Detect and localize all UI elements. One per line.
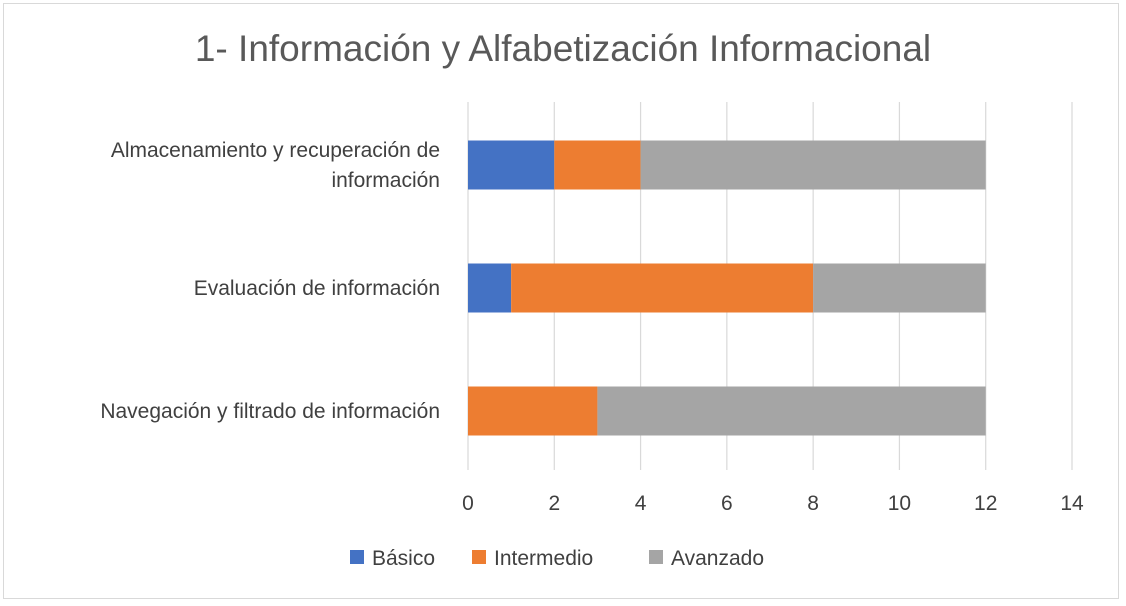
x-tick-label: 6	[721, 492, 733, 515]
bar-segment	[640, 140, 986, 190]
legend-swatch	[350, 550, 364, 564]
bar-segment	[813, 263, 986, 313]
x-tick-label: 10	[888, 492, 911, 515]
category-labels: Almacenamiento y recuperación de informac…	[100, 139, 440, 423]
bar-segment	[554, 140, 641, 190]
bar-segment	[468, 263, 512, 313]
bar-segment	[511, 263, 814, 313]
x-tick-label: 12	[974, 492, 997, 515]
bar-segment	[468, 386, 598, 436]
category-label: Almacenamiento y recuperación de	[111, 139, 440, 162]
legend-swatch	[472, 550, 486, 564]
legend-label: Avanzado	[671, 547, 764, 570]
x-tick-label: 8	[807, 492, 819, 515]
x-tick-labels: 0 2 4 6 8 10 12 14	[462, 492, 1084, 515]
legend-label: Básico	[372, 547, 435, 570]
legend-label: Intermedio	[494, 547, 593, 570]
legend: Básico Intermedio Avanzado	[350, 547, 764, 570]
x-tick-label: 2	[548, 492, 560, 515]
legend-swatch	[649, 550, 663, 564]
category-label: información	[331, 169, 440, 192]
category-label: Evaluación de información	[194, 277, 440, 300]
bars	[468, 140, 986, 436]
x-tick-label: 0	[462, 492, 474, 515]
x-tick-label: 14	[1060, 492, 1084, 515]
x-tick-label: 4	[635, 492, 647, 515]
chart-title: 1- Información y Alfabetización Informac…	[195, 28, 931, 69]
bar-segment	[468, 140, 555, 190]
bar-segment	[597, 386, 986, 436]
category-label: Navegación y filtrado de información	[100, 400, 440, 423]
